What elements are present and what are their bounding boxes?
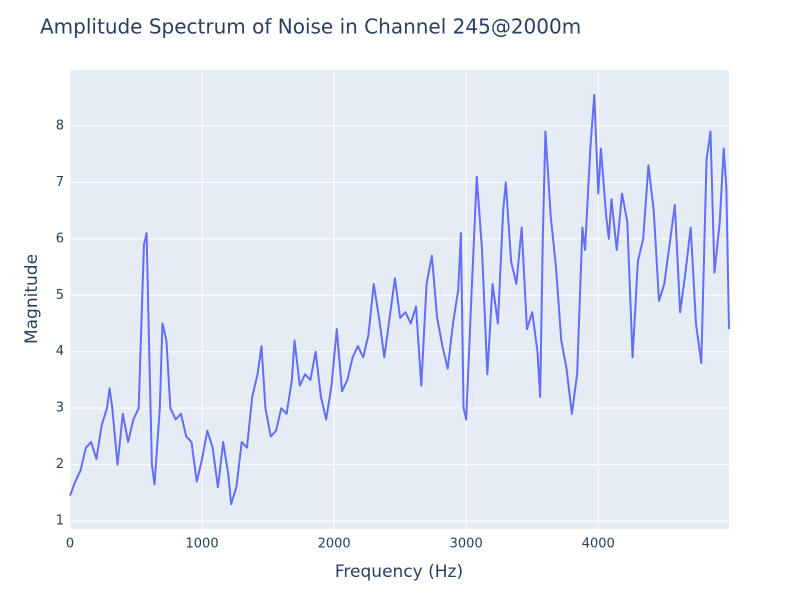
y-tick-label: 1 bbox=[56, 514, 64, 529]
line bbox=[69, 93, 730, 506]
y-tick-label: 2 bbox=[56, 457, 64, 472]
y-tick-label: 5 bbox=[56, 288, 64, 303]
chart-title: Amplitude Spectrum of Noise in Channel 2… bbox=[40, 15, 581, 39]
x-tick-label: 0 bbox=[66, 537, 74, 552]
y-tick-label: 3 bbox=[56, 401, 64, 416]
x-axis-title: Frequency (Hz) bbox=[335, 562, 463, 582]
plot-area bbox=[70, 70, 729, 529]
y-tick-label: 8 bbox=[56, 118, 64, 133]
y-tick-label: 4 bbox=[56, 344, 64, 359]
y-tick-label: 6 bbox=[56, 231, 64, 246]
x-tick-label: 4000 bbox=[582, 537, 615, 552]
marks bbox=[69, 93, 730, 506]
y-tick-label: 7 bbox=[56, 175, 64, 190]
grid bbox=[69, 70, 729, 529]
x-tick-label: 1000 bbox=[186, 537, 219, 552]
x-tick-label: 3000 bbox=[450, 537, 483, 552]
y-axis-title: Magnitude bbox=[22, 254, 42, 344]
x-tick-label: 2000 bbox=[318, 537, 351, 552]
